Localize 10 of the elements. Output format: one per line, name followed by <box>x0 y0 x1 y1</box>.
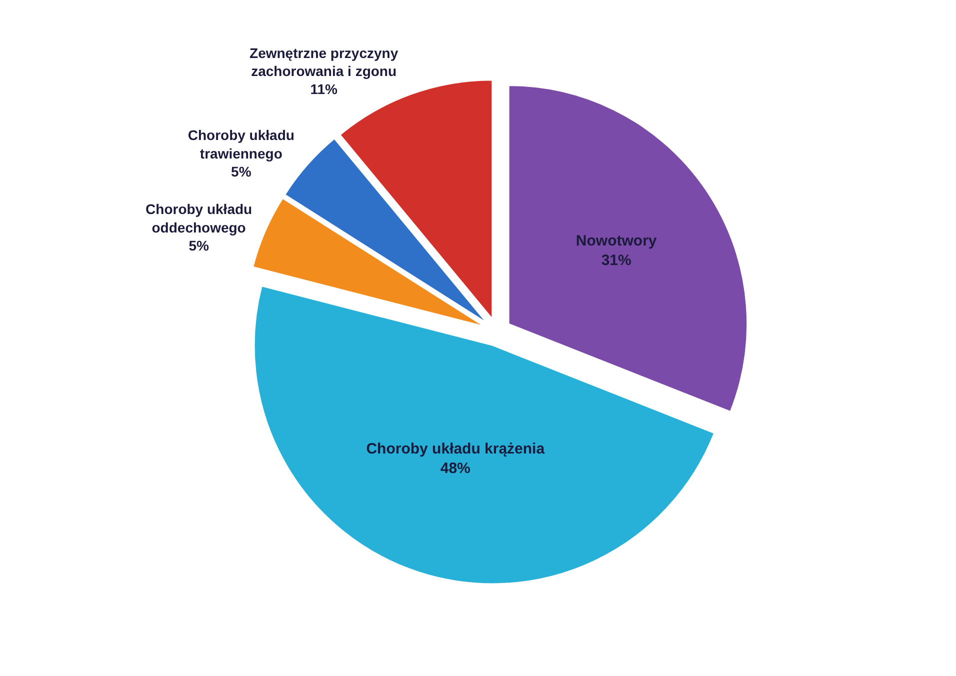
data-label: 11% <box>310 81 338 98</box>
slice-label: Choroby układu trawiennego <box>188 127 294 162</box>
slice-label: Choroby układu krążenia <box>366 440 546 458</box>
slice-label: Nowotwory <box>576 232 658 250</box>
data-label: 5% <box>231 164 252 180</box>
data-label: 31% <box>601 252 632 269</box>
data-label: 48% <box>440 460 470 478</box>
slice-label: Choroby układu oddechowego <box>146 201 252 236</box>
data-label: 5% <box>188 238 210 254</box>
slice-label: Zewnętrzne przyczyny zachorowania i zgonu <box>250 44 398 80</box>
